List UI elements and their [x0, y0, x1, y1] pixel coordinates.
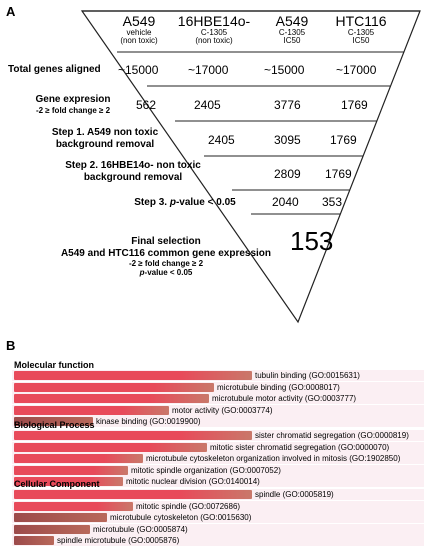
- bar-label: microtubule motor activity (GO:0003777): [212, 394, 357, 403]
- column-header-1: A549 vehicle (non toxic): [120, 13, 158, 46]
- go-enrichment-chart: Molecular function tubulin binding (GO:00…: [0, 350, 430, 550]
- bar-row-bg: [12, 476, 424, 487]
- bar-row-bg: [12, 441, 424, 453]
- bar-label: motor activity (GO:0003774): [172, 405, 273, 415]
- section-title-0: Molecular function: [14, 360, 95, 370]
- bar-label: spindle (GO:0005819): [255, 490, 334, 499]
- final-selection-value: 153: [290, 226, 334, 256]
- section-title-1: Biological Process: [14, 420, 95, 430]
- value-expr-a549-vehicle: 562: [136, 98, 157, 112]
- panel-b-letter: B: [6, 338, 16, 353]
- bar: [14, 490, 252, 499]
- column-header-2: 16HBE14o- C-1305 (non toxic): [177, 13, 251, 46]
- bar-label: spindle microtubule (GO:0005876): [57, 536, 180, 545]
- row-label-step1: Step 1. A549 non toxic background remova…: [51, 127, 159, 150]
- bar-label: tubulin binding (GO:0015631): [255, 371, 360, 380]
- value-total-htc116: ~17000: [336, 63, 377, 77]
- bar-row-bg: [12, 464, 424, 476]
- bar: [14, 513, 107, 522]
- bar-row-bg: [12, 535, 424, 546]
- bar-row-bg: [12, 393, 424, 404]
- bar-label: microtubule cytoskeleton (GO:0015630): [110, 513, 252, 522]
- section-title-2: Cellular Component: [14, 479, 100, 489]
- bar-row-bg: [12, 416, 424, 427]
- bar: [14, 394, 209, 403]
- value-total-a549-ic50: ~15000: [264, 63, 305, 77]
- bar-label: microtubule binding (GO:0008017): [217, 382, 340, 392]
- value-step3-htc116: 353: [322, 195, 343, 209]
- bar-label: kinase binding (GO:0019900): [96, 417, 201, 426]
- bar: [14, 536, 54, 545]
- row-label-step3: Step 3. p-value < 0.05: [134, 197, 236, 208]
- bar-row-bg: [12, 523, 424, 535]
- bar: [14, 442, 207, 452]
- value-total-a549-vehicle: ~15000: [118, 63, 159, 77]
- bar-label: sister chromatid segregation (GO:0000819…: [255, 431, 409, 440]
- bar-label: mitotic spindle organization (GO:0007052…: [131, 465, 281, 475]
- column-header-4: HTC116 C-1305 IC50: [335, 13, 387, 46]
- value-total-16hbe: ~17000: [188, 63, 229, 77]
- row-label-total-genes: Total genes aligned: [8, 64, 101, 75]
- bar-label: mitotic nuclear division (GO:0140014): [126, 477, 260, 486]
- value-step2-htc116: 1769: [325, 167, 352, 181]
- bar: [14, 417, 93, 426]
- bar-label: microtubule cytoskeleton organization in…: [146, 454, 401, 463]
- value-expr-16hbe: 2405: [194, 98, 221, 112]
- bar: [14, 382, 214, 392]
- row-label-gene-expression: Gene expresion -2 ≥ fold change ≥ 2: [35, 94, 111, 115]
- funnel-triangle: [80, 10, 421, 324]
- row-label-step2: Step 2. 16HBE14o- non toxic background r…: [65, 160, 201, 183]
- column-header-3: A549 C-1305 IC50: [275, 13, 309, 46]
- value-step3-a549-ic50: 2040: [272, 195, 299, 209]
- bar-row-bg: [12, 500, 424, 512]
- bar: [14, 454, 143, 463]
- bar: [14, 477, 123, 486]
- bar: [14, 465, 128, 475]
- final-selection-label: Final selection A549 and HTC116 common g…: [60, 236, 272, 278]
- bar-label: microtubule (GO:0005874): [93, 524, 188, 534]
- value-step2-a549-ic50: 2809: [274, 167, 301, 181]
- bar: [14, 431, 252, 440]
- bar-row-bg: [12, 404, 424, 416]
- bar-label: mitotic sister chromatid segregation (GO…: [210, 442, 390, 452]
- value-expr-a549-ic50: 3776: [274, 98, 301, 112]
- bar: [14, 501, 133, 511]
- value-step1-16hbe: 2405: [208, 133, 235, 147]
- bar: [14, 371, 252, 380]
- bar: [14, 524, 90, 534]
- bar-row-bg: [12, 453, 424, 464]
- value-step1-a549-ic50: 3095: [274, 133, 301, 147]
- panel-a-letter: A: [6, 4, 16, 19]
- bar-label: mitotic spindle (GO:0072686): [136, 501, 241, 511]
- value-expr-htc116: 1769: [341, 98, 368, 112]
- bar-row-bg: [12, 381, 424, 393]
- bar-row-bg: [12, 512, 424, 523]
- bar: [14, 405, 169, 415]
- value-step1-htc116: 1769: [330, 133, 357, 147]
